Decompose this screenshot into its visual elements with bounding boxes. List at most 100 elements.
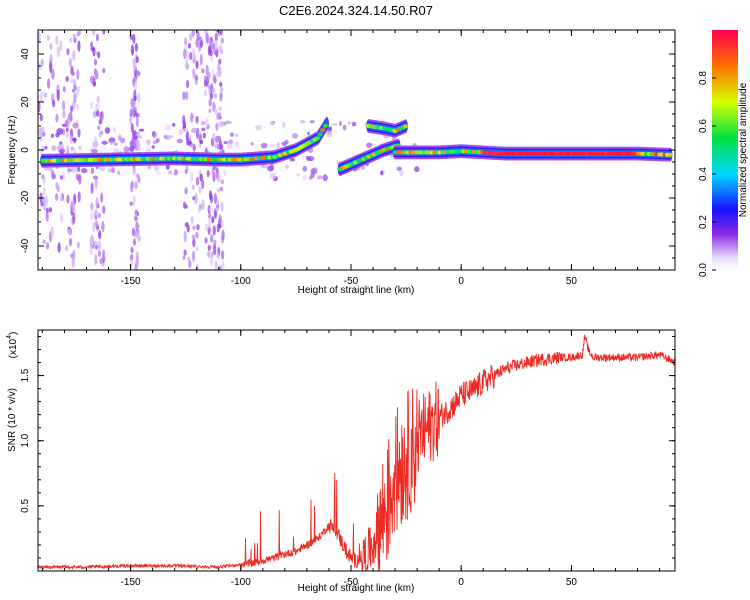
noise-dot	[347, 121, 351, 125]
noise-dot	[195, 60, 199, 69]
noise-dot	[95, 197, 99, 209]
noise-dot	[215, 207, 219, 212]
noise-dot	[49, 42, 53, 50]
snr-x-label: Height of straight line (km)	[298, 583, 415, 594]
noise-dot	[38, 100, 41, 113]
noise-dot	[133, 134, 139, 140]
noise-dot	[94, 50, 98, 56]
noise-dot	[209, 237, 214, 243]
noise-dot	[221, 229, 225, 240]
noise-dot	[131, 100, 135, 111]
noise-dot	[328, 126, 333, 131]
noise-dot	[76, 31, 80, 37]
noise-dot	[206, 170, 210, 178]
snr-series-line	[38, 334, 675, 571]
noise-dot	[131, 227, 136, 237]
x-tick-label: -150	[121, 276, 141, 287]
noise-dot	[218, 58, 222, 65]
noise-dot	[173, 169, 179, 176]
y-tick-label: 40	[20, 48, 31, 60]
noise-dot	[45, 242, 50, 250]
noise-dot	[100, 192, 104, 203]
noise-dot	[200, 120, 206, 126]
noise-dot	[184, 169, 188, 175]
noise-dot	[331, 122, 338, 127]
noise-dot	[73, 84, 77, 91]
noise-dot	[186, 79, 190, 89]
ridge-core	[314, 136, 320, 141]
noise-dot	[134, 181, 138, 190]
snr-multiplier-close: )	[8, 332, 19, 335]
noise-dot	[62, 110, 66, 119]
noise-dot	[132, 58, 137, 71]
noise-dot	[413, 166, 420, 173]
noise-dot	[56, 46, 60, 58]
noise-dot	[51, 169, 55, 180]
noise-dot	[176, 138, 183, 144]
noise-dot	[220, 179, 224, 185]
noise-dot	[71, 71, 75, 76]
noise-dot	[396, 166, 402, 172]
noise-dot	[134, 230, 138, 238]
y-tick-label: 1.0	[20, 433, 31, 447]
noise-dot	[43, 92, 48, 98]
noise-dot	[182, 91, 186, 101]
noise-dot	[230, 132, 234, 137]
noise-dot	[302, 174, 307, 181]
noise-dot	[48, 207, 53, 213]
noise-dot	[94, 254, 98, 266]
noise-dot	[156, 171, 161, 175]
noise-dot	[250, 142, 254, 146]
noise-dot	[199, 173, 203, 182]
noise-dot	[154, 165, 159, 172]
noise-dot	[133, 81, 138, 91]
noise-dot	[207, 217, 211, 229]
spectrogram-ticks: -150 -100 -50 0 50 -40 -20 0 20 40	[20, 29, 675, 287]
noise-dot	[218, 106, 222, 112]
noise-dot	[90, 182, 94, 194]
noise-dot	[168, 170, 173, 175]
noise-dot	[56, 89, 60, 102]
noise-dot	[76, 86, 80, 98]
colorbar-tick-label: 0.4	[698, 167, 709, 181]
noise-dot	[202, 132, 206, 139]
noise-dot	[198, 142, 202, 149]
noise-dot	[198, 186, 202, 194]
noise-dot	[215, 122, 219, 131]
noise-dot	[40, 201, 44, 207]
ridge-core	[403, 124, 409, 129]
noise-dot	[260, 164, 268, 169]
noise-dot	[210, 254, 214, 266]
noise-dot	[67, 228, 71, 236]
y-tick-label: 1.5	[20, 368, 31, 382]
noise-dot	[183, 48, 187, 60]
y-tick-label: -20	[20, 190, 31, 205]
noise-dot	[192, 238, 196, 248]
noise-dot	[302, 165, 308, 172]
noise-dot	[71, 137, 77, 142]
noise-dot	[191, 30, 195, 38]
noise-dot	[195, 176, 200, 186]
noise-dot	[132, 33, 136, 44]
noise-dot	[91, 148, 98, 155]
noise-dot	[55, 35, 59, 45]
ridge-core	[317, 132, 323, 137]
noise-dot	[135, 116, 140, 128]
noise-dot	[205, 118, 209, 127]
noise-dot	[182, 115, 186, 126]
noise-dot	[204, 223, 209, 232]
noise-dot	[72, 33, 76, 39]
noise-dot	[98, 118, 103, 125]
y-tick-label: 0.5	[20, 498, 31, 512]
noise-dot	[366, 142, 373, 148]
noise-dot	[220, 201, 224, 213]
noise-dot	[50, 133, 55, 138]
noise-dot	[38, 31, 41, 42]
x-tick-label: -50	[344, 276, 359, 287]
noise-dot	[90, 167, 95, 175]
noise-dot	[234, 141, 240, 148]
noise-dot	[94, 177, 98, 190]
noise-dot	[97, 125, 101, 131]
noise-dot	[90, 234, 94, 246]
noise-dot	[214, 108, 218, 115]
